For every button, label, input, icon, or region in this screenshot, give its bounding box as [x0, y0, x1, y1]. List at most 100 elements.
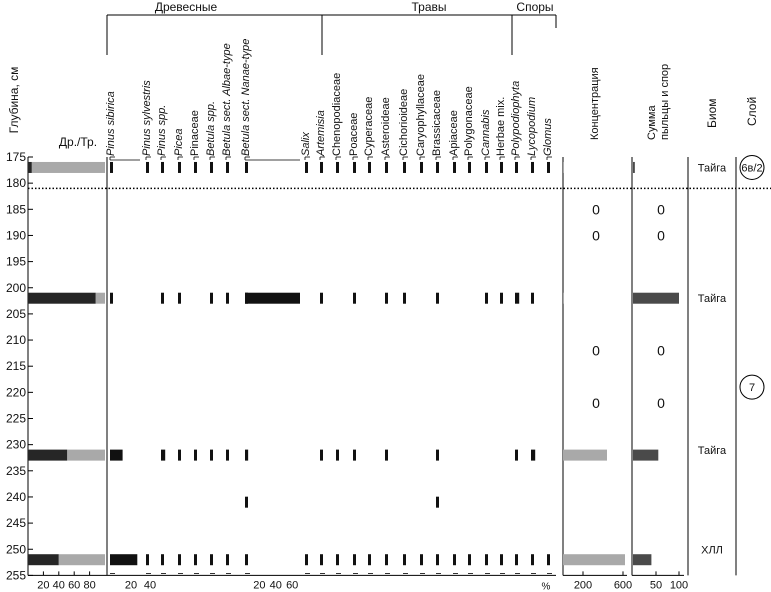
taxon-bar-glomus [547, 554, 550, 566]
layer-label: Слой [745, 97, 759, 126]
taxon-label: Artemisia [315, 110, 327, 157]
taxa-panel: Pinus sibirica Pinus sylvestris Pinus spp.… [105, 39, 554, 592]
taxon-bar-herbae-mix- [500, 161, 503, 173]
taxon-bar-poaceae [353, 449, 356, 461]
taxon-bar-apiaceae [453, 554, 456, 566]
pollen-sum-zero-label: 0 [657, 395, 665, 411]
taxon-bar-betula-sect-nanae-type [245, 554, 248, 566]
taxon-bar-brassicaceae [436, 161, 439, 173]
biome-entry: Тайга [698, 445, 727, 457]
biome-entry: Тайга [698, 293, 727, 305]
concentration-zero-label: 0 [592, 227, 600, 243]
taxon-bar-chenopodiaceae [336, 554, 339, 566]
taxon-bar-pinus-sylvestris [146, 161, 149, 173]
concentration-bar [563, 161, 564, 173]
taxon-label: Pinus spp. [156, 105, 168, 156]
taxon-bar-chenopodiaceae [336, 449, 339, 461]
ratio-bar-herbs [67, 449, 105, 461]
pollen-sum-bar [633, 292, 679, 304]
taxon-label: Salix [300, 132, 312, 156]
ratio-bar-trees [28, 554, 59, 566]
taxon-bar-pinus-sibirica [110, 449, 123, 461]
taxon-label: Betula spp. [205, 101, 217, 156]
taxon-label: Cichorioideae [398, 89, 410, 156]
layer-circle [739, 154, 765, 180]
taxon-bar-betula-nanae-major [245, 292, 300, 304]
concentration-zero-label: 0 [592, 395, 600, 411]
concentration-panel: Концентрация200600зерен/г0000 [563, 67, 632, 591]
taxon-bar-betula-sect-albae-type [226, 292, 229, 304]
taxon-bar-polygonaceae [468, 161, 471, 173]
pollen-sum-bar [633, 161, 635, 173]
taxon-bar-polypodiophyta [515, 554, 518, 566]
concentration-tick-label: 200 [574, 579, 592, 591]
taxon-label: Brassicaceae [431, 90, 443, 156]
taxon-bar-herbae-mix- [500, 292, 503, 304]
taxon-bar-chenopodiaceae [336, 161, 339, 173]
betula-nanae-tick-label: 40 [270, 579, 282, 591]
depth-tick-label: 210 [6, 333, 26, 347]
taxon-label: Betula sect. Nanae-type [240, 39, 252, 156]
layer-entry: 6в/2 [741, 162, 762, 174]
taxon-label: Pinaceae [189, 110, 201, 156]
pinus-sibirica-tick-label: 40 [144, 579, 156, 591]
concentration-zero-label: 0 [592, 201, 600, 217]
ratio-label: Др./Тр. [59, 135, 97, 149]
biome-label: Биом [705, 98, 719, 128]
taxon-bar-lycopodium [531, 554, 534, 566]
taxon-bar-cannabis [485, 292, 488, 304]
taxon-bar-artemisia [320, 161, 323, 173]
depth-tick-label: 240 [6, 490, 26, 504]
ratio-bar-trees [28, 161, 32, 173]
taxon-bar-pinus-sibirica [110, 161, 113, 173]
taxon-bar-betula-sect-albae-type [226, 449, 229, 461]
group-headers: Древесные Травы Споры [106, 0, 557, 55]
taxon-bar-polypodiophyta [515, 161, 518, 173]
ratio-panel: Др./Тр. 20 40 60 80 [28, 135, 106, 591]
taxon-bar-salix [305, 161, 308, 173]
depth-tick-label: 255 [6, 568, 26, 582]
spores-group-label: Споры [516, 0, 553, 14]
taxon-bar-brassicaceae [436, 292, 439, 304]
taxon-bar-cichorioideae [403, 292, 406, 304]
taxon-bar-picea [178, 161, 181, 173]
taxon-label: Pinus sylvestris [141, 80, 153, 156]
pollen-sum-bar [633, 449, 659, 461]
ratio-bar-herbs [31, 161, 106, 173]
taxon-bar-pinus-sylvestris [146, 554, 149, 566]
taxon-label: Polygonaceae [463, 86, 475, 156]
depth-tick-label: 215 [6, 359, 26, 373]
percent-unit: % [542, 581, 551, 592]
taxon-bar-pinus-sibirica [110, 292, 113, 304]
taxon-bar-betula-sect-albae-type [226, 161, 229, 173]
taxon-bar-caryophyllaceae [420, 161, 423, 173]
taxon-label: Herbae mix. [495, 97, 507, 156]
depth-tick-label: 180 [6, 176, 26, 190]
taxon-bar-picea [178, 449, 181, 461]
pollen-sum-tick-label: 100 [670, 579, 688, 591]
taxon-label: Pinus sibirica [105, 91, 117, 156]
depth-tick-label: 230 [6, 438, 26, 452]
ratio-tick-label: 80 [83, 579, 95, 591]
depth-tick-label: 245 [6, 516, 26, 530]
taxon-bar-poaceae [353, 554, 356, 566]
pollen-sum-tick-label: 50 [650, 579, 662, 591]
taxon-label: Cannabis [480, 109, 492, 156]
betula-nanae-tick-label: 60 [286, 579, 298, 591]
depth-tick-label: 220 [6, 385, 26, 399]
taxon-label: Glomus [542, 118, 554, 156]
taxon-bar-pinus-sibirica [110, 554, 138, 566]
concentration-bar [563, 292, 564, 304]
layer-entry: 7 [749, 382, 755, 394]
taxon-bar-artemisia [320, 292, 323, 304]
taxon-bar-asteroideae [385, 292, 388, 304]
taxon-label: Poaceae [348, 113, 360, 156]
taxon-bar-brassicaceae [436, 496, 439, 508]
concentration-zero-label: 0 [592, 343, 600, 359]
taxon-bar-pinaceae [194, 161, 197, 173]
taxon-bar-brassicaceae [436, 554, 439, 566]
biome-column: Биом Тайга Тайга Тайга ХЛЛ [698, 98, 727, 556]
taxon-bar-pinus-spp- [161, 449, 166, 461]
taxon-bar-betula-spp- [210, 554, 213, 566]
